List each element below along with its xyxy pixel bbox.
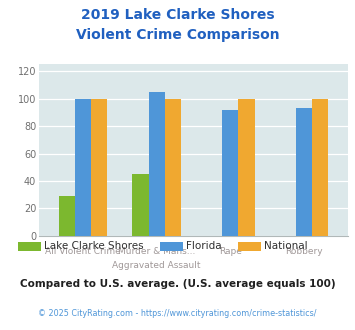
Text: © 2025 CityRating.com - https://www.cityrating.com/crime-statistics/: © 2025 CityRating.com - https://www.city… xyxy=(38,309,317,317)
Text: Aggravated Assault: Aggravated Assault xyxy=(113,261,201,270)
Bar xyxy=(91,99,108,236)
Bar xyxy=(222,110,238,236)
Text: National: National xyxy=(264,241,308,251)
Text: Compared to U.S. average. (U.S. average equals 100): Compared to U.S. average. (U.S. average … xyxy=(20,279,335,289)
Bar xyxy=(149,92,165,236)
Bar xyxy=(165,99,181,236)
Bar xyxy=(238,99,255,236)
Text: Violent Crime Comparison: Violent Crime Comparison xyxy=(76,28,279,42)
Text: 2019 Lake Clarke Shores: 2019 Lake Clarke Shores xyxy=(81,8,274,22)
Text: Murder & Mans...: Murder & Mans... xyxy=(118,247,195,256)
Text: Florida: Florida xyxy=(186,241,222,251)
Bar xyxy=(312,99,328,236)
Bar xyxy=(75,99,91,236)
Text: All Violent Crime: All Violent Crime xyxy=(45,247,121,256)
Text: Robbery: Robbery xyxy=(285,247,323,256)
Bar xyxy=(132,174,149,236)
Text: Lake Clarke Shores: Lake Clarke Shores xyxy=(44,241,144,251)
Text: Rape: Rape xyxy=(219,247,242,256)
Bar xyxy=(59,196,75,236)
Bar xyxy=(296,108,312,236)
